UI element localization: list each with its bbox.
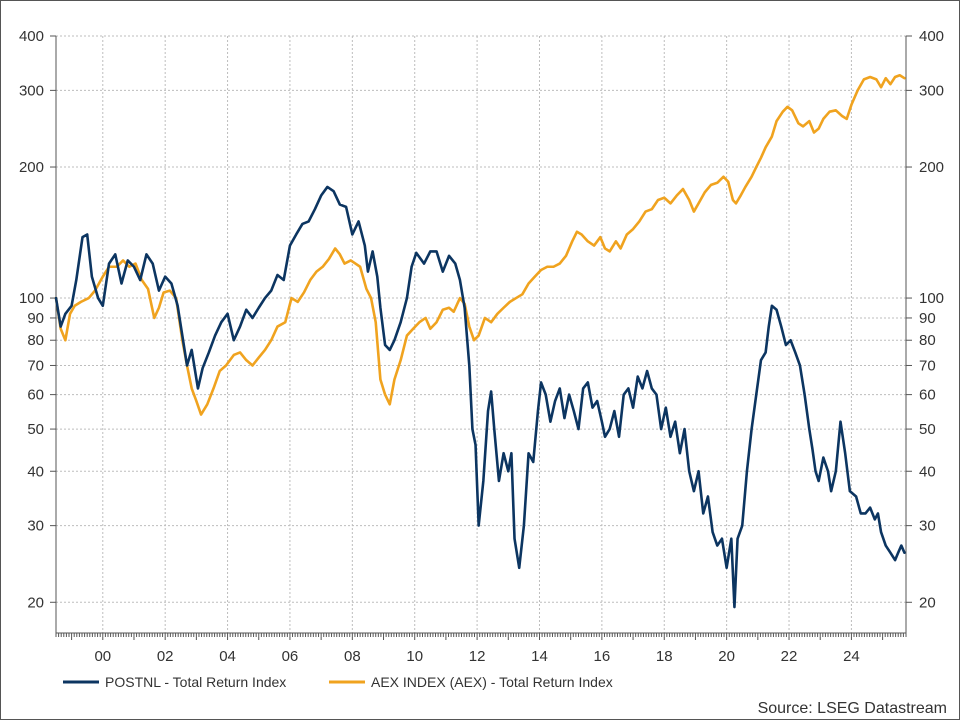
x-tick-label: 04 xyxy=(219,648,236,665)
y-tick-label-right: 200 xyxy=(919,159,944,176)
x-tick-label: 10 xyxy=(406,648,423,665)
series-line-aex xyxy=(54,73,906,416)
x-tick-label: 24 xyxy=(843,648,860,665)
y-tick-label-right: 70 xyxy=(919,357,936,374)
y-tick-label-right: 20 xyxy=(919,594,936,611)
y-tick-label-left: 80 xyxy=(27,332,44,349)
y-tick-label-left: 400 xyxy=(19,28,44,45)
y-axis-right-ticks: 20 30 40 50 60 70 80 90 100 200 300 400 xyxy=(919,28,944,611)
x-tick-label: 08 xyxy=(344,648,361,665)
y-tick-label-left: 50 xyxy=(27,421,44,438)
axes xyxy=(50,35,912,640)
y-tick-label-right: 90 xyxy=(919,310,936,327)
y-tick-label-left: 100 xyxy=(19,290,44,307)
y-tick-label-left: 60 xyxy=(27,387,44,404)
source-note: Source: LSEG Datastream xyxy=(758,700,947,717)
y-tick-label-left: 30 xyxy=(27,518,44,535)
legend: POSTNL - Total Return Index AEX INDEX (A… xyxy=(63,674,613,690)
y-tick-label-left: 90 xyxy=(27,310,44,327)
x-tick-label: 00 xyxy=(94,648,111,665)
x-tick-label: 20 xyxy=(718,648,735,665)
series-line-postnl xyxy=(54,185,906,609)
y-tick-label-left: 40 xyxy=(27,463,44,480)
y-tick-label-right: 60 xyxy=(919,387,936,404)
y-tick-label-left: 300 xyxy=(19,82,44,99)
y-tick-label-right: 400 xyxy=(919,28,944,45)
legend-label-aex: AEX INDEX (AEX) - Total Return Index xyxy=(371,674,613,690)
series-lines xyxy=(54,73,906,609)
y-tick-label-right: 50 xyxy=(919,421,936,438)
x-tick-label: 18 xyxy=(656,648,673,665)
x-tick-label: 06 xyxy=(282,648,299,665)
x-tick-label: 16 xyxy=(594,648,611,665)
x-axis-ticks: 00 02 04 06 08 10 12 14 16 18 20 22 24 xyxy=(94,648,859,665)
y-tick-label-right: 300 xyxy=(919,82,944,99)
y-tick-label-right: 30 xyxy=(919,518,936,535)
grid-lines xyxy=(56,35,906,633)
x-tick-label: 12 xyxy=(469,648,486,665)
x-tick-label: 02 xyxy=(157,648,174,665)
y-tick-label-left: 70 xyxy=(27,357,44,374)
y-tick-label-right: 80 xyxy=(919,332,936,349)
legend-label-postnl: POSTNL - Total Return Index xyxy=(105,674,286,690)
y-axis-left-ticks: 20 30 40 50 60 70 80 90 100 200 300 400 xyxy=(19,28,44,611)
y-tick-label-left: 20 xyxy=(27,594,44,611)
y-tick-label-left: 200 xyxy=(19,159,44,176)
x-tick-label: 22 xyxy=(781,648,798,665)
x-tick-label: 14 xyxy=(531,648,548,665)
y-tick-label-right: 40 xyxy=(919,463,936,480)
y-tick-label-right: 100 xyxy=(919,290,944,307)
